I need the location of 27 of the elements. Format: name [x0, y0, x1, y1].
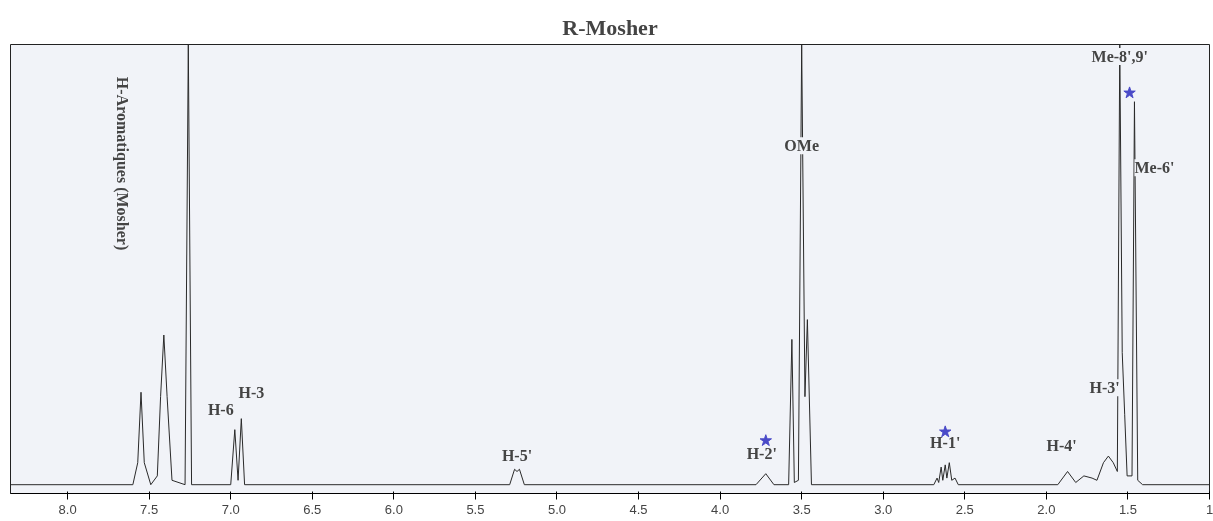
x-tick-label: 5.5 — [466, 501, 485, 517]
x-tick-label: 3.0 — [874, 501, 893, 517]
annotation: H-2' — [746, 445, 777, 463]
annotation: Me-8',9' — [1091, 48, 1148, 65]
annotation: H-3' — [1089, 379, 1120, 397]
x-tick-label: 6.5 — [303, 501, 322, 517]
annotation: OMe — [784, 137, 820, 155]
annotation: Me-6' — [1134, 159, 1175, 177]
annotation: H-Aromatiques (Mosher) — [113, 76, 131, 251]
x-tick-label: 5.0 — [547, 501, 567, 517]
annotation: H-3 — [238, 384, 265, 402]
annotation: H-4' — [1046, 436, 1077, 454]
x-tick-label: 4.5 — [629, 501, 648, 517]
x-tick-label: 7.5 — [140, 501, 159, 517]
chart-title: R-Mosher — [562, 14, 658, 40]
x-tick-label: 6.0 — [384, 501, 403, 517]
annotation: H-5' — [501, 446, 533, 464]
annotation: H-6 — [207, 401, 234, 419]
annotation: H-1' — [930, 434, 961, 452]
x-tick-label: 1.5 — [1118, 501, 1137, 517]
x-tick-label: 3.5 — [792, 501, 811, 517]
x-tick-label: 2.0 — [1037, 501, 1056, 517]
x-tick-label: 8.0 — [58, 501, 77, 517]
x-tick-label: 7.0 — [221, 501, 240, 517]
x-tick-label: 2.5 — [955, 501, 974, 517]
x-tick-label: 4.0 — [711, 501, 730, 517]
x-tick-label: 1 — [1205, 501, 1213, 517]
